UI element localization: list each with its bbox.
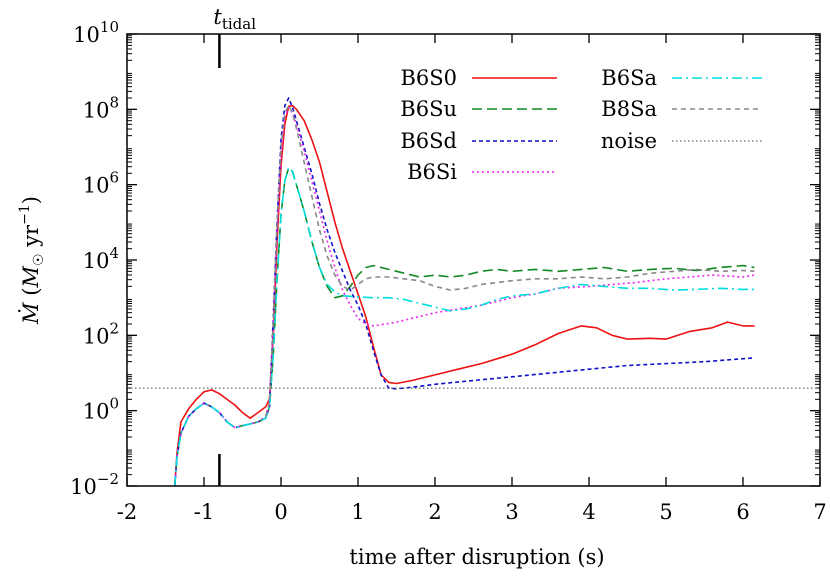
series-line-b6si	[173, 106, 755, 486]
x-tick-label: 3	[505, 500, 518, 524]
legend-label-b6sa: B6Sa	[601, 66, 657, 90]
legend-label-b6si: B6Si	[407, 160, 457, 184]
x-tick-label: 5	[659, 500, 672, 524]
legend-label-b6s0: B6S0	[400, 66, 457, 90]
x-tick-label: 0	[274, 500, 287, 524]
x-tick-label: 6	[736, 500, 749, 524]
series-line-b6sa	[173, 166, 755, 486]
legend: B6S0 B6Su B6Sd B6Si B6Sa B8Sa noise	[400, 66, 762, 184]
x-tick-label: -2	[117, 500, 137, 524]
tidal-annotation: ttidal	[213, 5, 256, 33]
legend-label-b6su: B6Su	[400, 97, 457, 121]
y-axis-title: Ṁ (M☉ yr−1)	[17, 196, 47, 325]
x-tick-label: 7	[813, 500, 826, 524]
y-tick-label: 104	[83, 244, 119, 273]
x-axis-title: time after disruption (s)	[349, 545, 604, 569]
series-line-b6su	[173, 166, 755, 486]
series-layer	[127, 97, 820, 486]
series-line-b8sa	[264, 104, 755, 417]
y-tick-label: 108	[83, 93, 119, 122]
y-tick-label: 10−2	[70, 470, 119, 499]
legend-label-b8sa: B8Sa	[601, 97, 657, 121]
annotation-layer: ttidal	[213, 5, 256, 486]
x-tick-label: 2	[428, 500, 441, 524]
series-line-b6s0	[173, 104, 755, 486]
legend-label-noise: noise	[601, 129, 657, 153]
y-tick-label: 1010	[73, 18, 119, 47]
x-tick-label: 1	[351, 500, 364, 524]
y-tick-label: 102	[83, 319, 119, 348]
y-tick-label: 106	[83, 169, 119, 198]
y-tick-label: 100	[83, 395, 119, 424]
x-tick-label: 4	[582, 500, 595, 524]
y-axis-title-text: Ṁ (M☉ yr−1)	[17, 196, 47, 325]
series-line-b6sd	[173, 97, 755, 486]
legend-label-b6sd: B6Sd	[400, 129, 457, 153]
x-tick-label: -1	[194, 500, 214, 524]
ticks-layer: -2 -1 0 1 2 3 4 5 6 7 10−2 100 102 104 106 108 1010	[70, 18, 827, 524]
plot-frame	[126, 33, 821, 487]
